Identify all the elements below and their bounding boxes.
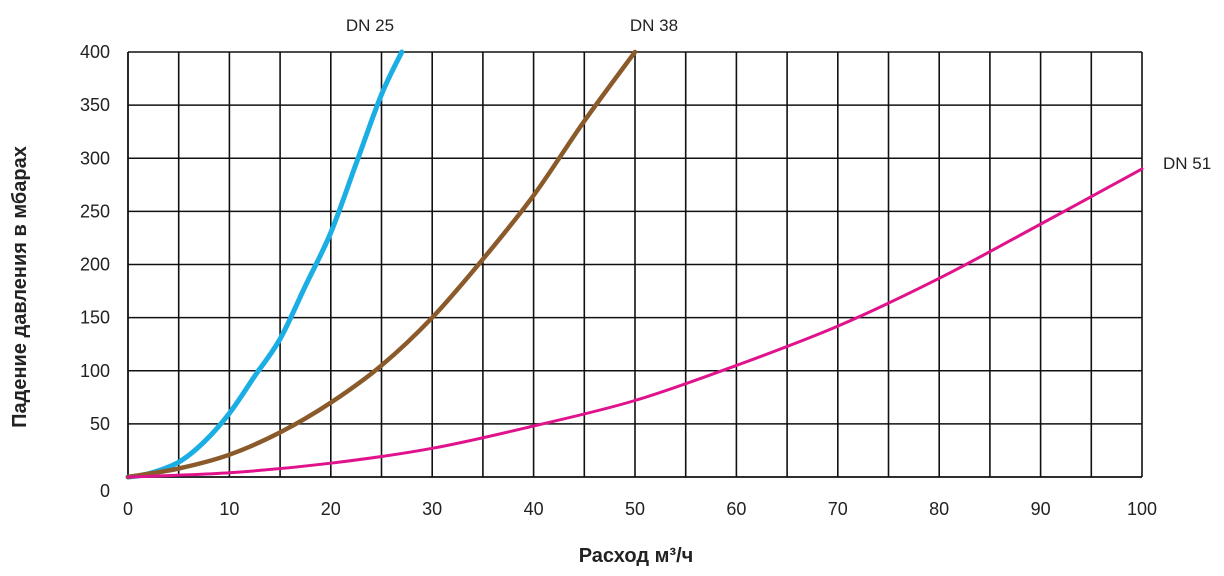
x-tick-label: 90 <box>1031 499 1051 519</box>
x-tick-label: 20 <box>321 499 341 519</box>
x-tick-label: 30 <box>422 499 442 519</box>
y-tick-label: 300 <box>80 148 110 168</box>
y-tick-label: 250 <box>80 201 110 221</box>
x-tick-label: 40 <box>524 499 544 519</box>
x-tick-label: 100 <box>1127 499 1157 519</box>
series-line-dn-51 <box>126 167 1144 479</box>
y-tick-label: 100 <box>80 361 110 381</box>
series-line-dn-25 <box>125 49 405 480</box>
series-label: DN 51 <box>1163 154 1211 173</box>
series-labels: DN 25 DN 38 DN 51 <box>346 16 1211 173</box>
x-tick-label: 80 <box>929 499 949 519</box>
x-tick-label: 60 <box>726 499 746 519</box>
series-lines <box>125 49 1144 480</box>
y-tick-label: 400 <box>80 42 110 62</box>
y-axis-title: Падение давления в мбарах <box>9 146 31 428</box>
x-tick-label: 0 <box>123 499 133 519</box>
y-tick-labels: 0 50 100 150 200 250 300 350 400 <box>80 42 110 501</box>
y-tick-label: 50 <box>90 414 110 434</box>
x-tick-labels: 0 10 20 30 40 50 60 70 80 90 100 <box>123 499 1157 519</box>
x-tick-label: 70 <box>828 499 848 519</box>
x-tick-label: 50 <box>625 499 645 519</box>
y-tick-label: 350 <box>80 95 110 115</box>
x-tick-label: 10 <box>219 499 239 519</box>
series-label: DN 25 <box>346 16 394 35</box>
y-tick-label: 0 <box>100 481 110 501</box>
series-line-dn-38 <box>125 49 638 480</box>
y-tick-label: 200 <box>80 255 110 275</box>
series-label: DN 38 <box>630 16 678 35</box>
y-tick-label: 150 <box>80 308 110 328</box>
x-axis-title: Расход м³/ч <box>579 545 694 567</box>
